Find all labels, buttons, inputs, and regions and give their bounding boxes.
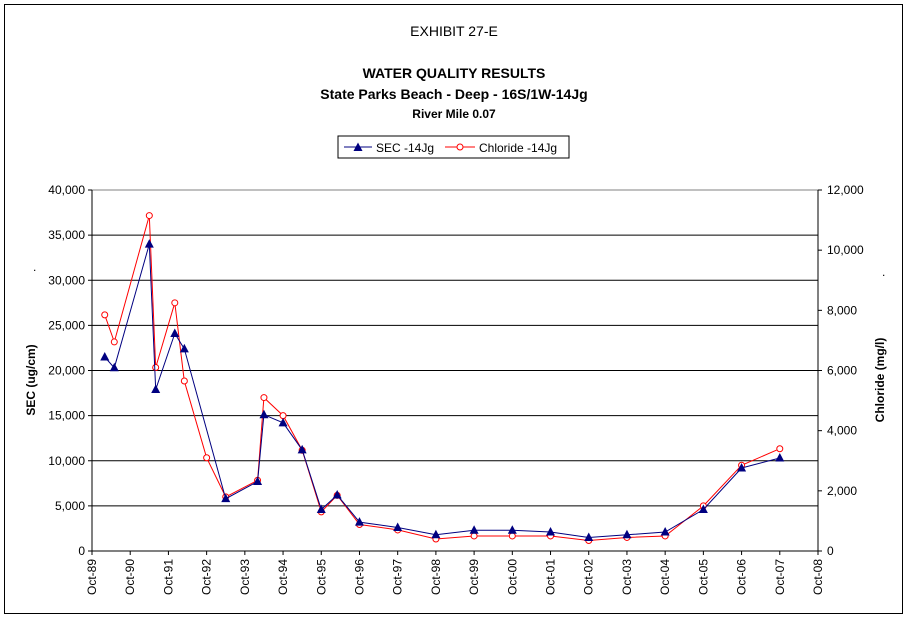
data-point — [470, 532, 478, 540]
x-tick-label: Oct-06 — [735, 559, 749, 595]
x-tick-label: Oct-94 — [276, 559, 290, 595]
x-tick-label: Oct-05 — [696, 559, 710, 595]
y2-tick-label: 8,000 — [827, 303, 857, 317]
chart-title: WATER QUALITY RESULTS — [363, 65, 546, 81]
data-point — [279, 412, 287, 420]
x-tick-label: Oct-01 — [544, 559, 558, 595]
exhibit-label: EXHIBIT 27-E — [410, 23, 498, 39]
x-tick-label: Oct-98 — [429, 559, 443, 595]
x-tick-label: Oct-08 — [811, 559, 825, 595]
x-axis-ticks: Oct-89 Oct-90 Oct-91 Oct-92 Oct-93 Oct-94 Oct-… — [85, 551, 825, 595]
y-axis-right-title: Chloride (mg/l) — [873, 338, 887, 423]
data-point — [145, 212, 153, 220]
data-point — [170, 328, 180, 337]
x-tick-label: Oct-97 — [391, 559, 405, 595]
y-tick-label: 40,000 — [48, 183, 85, 197]
data-point — [775, 453, 785, 462]
legend: SEC -14Jg Chloride -14Jg — [337, 135, 570, 159]
data-point — [660, 527, 670, 536]
x-tick-label: Oct-91 — [161, 559, 175, 595]
chart-frame — [4, 4, 903, 614]
y-tick-label: 20,000 — [48, 364, 85, 378]
data-point — [584, 532, 594, 541]
x-tick-label: Oct-89 — [85, 559, 99, 595]
data-point — [508, 532, 516, 540]
y-tick-label: 25,000 — [48, 318, 85, 332]
legend-chloride-label: Chloride -14Jg — [479, 141, 557, 155]
data-point — [152, 363, 160, 371]
x-tick-label: Oct-04 — [658, 559, 672, 595]
y2-tick-label: 6,000 — [827, 364, 857, 378]
x-tick-label: Oct-92 — [200, 559, 214, 595]
data-point — [507, 525, 517, 534]
y2-tick-label: 2,000 — [827, 484, 857, 498]
data-point — [100, 351, 110, 361]
data-point — [259, 409, 269, 419]
x-tick-label: Oct-99 — [467, 559, 481, 595]
x-tick-label: Oct-96 — [352, 559, 366, 595]
x-tick-label: Oct-07 — [773, 559, 787, 595]
y2-tick-label: 12,000 — [827, 183, 864, 197]
data-point — [297, 444, 307, 454]
y-tick-label: 10,000 — [48, 454, 85, 468]
x-tick-label: Oct-02 — [582, 559, 596, 595]
x-tick-label: Oct-90 — [123, 559, 137, 595]
series-sec — [100, 239, 785, 541]
y-tick-label: 0 — [78, 544, 85, 558]
data-point — [546, 527, 556, 536]
y2-tick-label: 4,000 — [827, 424, 857, 438]
data-point — [316, 504, 326, 513]
series-chloride — [101, 212, 784, 544]
data-point — [622, 529, 632, 539]
data-point — [203, 454, 211, 462]
y-axis-left-title: SEC (ug/cm) — [24, 344, 38, 415]
chart-subtitle: State Parks Beach - Deep - 16S/1W-14Jg — [320, 86, 587, 102]
x-tick-label: Oct-93 — [238, 559, 252, 595]
data-point — [179, 343, 189, 353]
y-tick-label: 35,000 — [48, 228, 85, 242]
series-line — [104, 215, 780, 542]
data-point — [144, 239, 154, 248]
data-point — [469, 525, 479, 534]
data-point — [151, 384, 161, 393]
data-point — [698, 504, 708, 513]
gridlines — [92, 234, 818, 507]
y-tick-label: 15,000 — [48, 409, 85, 423]
y-tick-label: 5,000 — [55, 499, 85, 513]
data-point — [431, 529, 441, 539]
data-point — [171, 299, 179, 307]
data-point — [221, 493, 231, 503]
legend-chloride-marker — [456, 143, 464, 151]
x-tick-label: Oct-03 — [620, 559, 634, 595]
data-point — [354, 517, 364, 526]
y-axis-left-ticks: 0 5,000 10,000 15,000 20,000 25,000 30,000 35,0… — [48, 183, 92, 558]
data-point — [393, 522, 403, 532]
y2-tick-label: 10,000 — [827, 243, 864, 257]
data-point — [737, 462, 747, 472]
legend-sec-marker — [353, 142, 363, 151]
data-point — [253, 476, 263, 486]
y-axis-right-title-mark: . — [882, 265, 885, 279]
data-point — [101, 311, 109, 319]
data-point — [776, 445, 784, 453]
y2-tick-label: 0 — [827, 544, 834, 558]
x-tick-label: Oct-00 — [505, 559, 519, 595]
data-point — [260, 394, 268, 402]
y-axis-left-title-mark: . — [33, 260, 36, 274]
data-point — [332, 490, 342, 499]
data-point — [110, 338, 118, 346]
y-axis-right-ticks: 0 2,000 4,000 6,000 8,000 10,000 12,000 — [818, 183, 864, 558]
data-point — [180, 377, 188, 385]
data-point — [278, 417, 288, 427]
data-point — [109, 362, 119, 372]
chart-subtitle-river-mile: River Mile 0.07 — [412, 107, 496, 121]
legend-sec-label: SEC -14Jg — [376, 141, 434, 155]
x-tick-label: Oct-95 — [314, 559, 328, 595]
series-line — [104, 244, 780, 539]
y-tick-label: 30,000 — [48, 273, 85, 287]
